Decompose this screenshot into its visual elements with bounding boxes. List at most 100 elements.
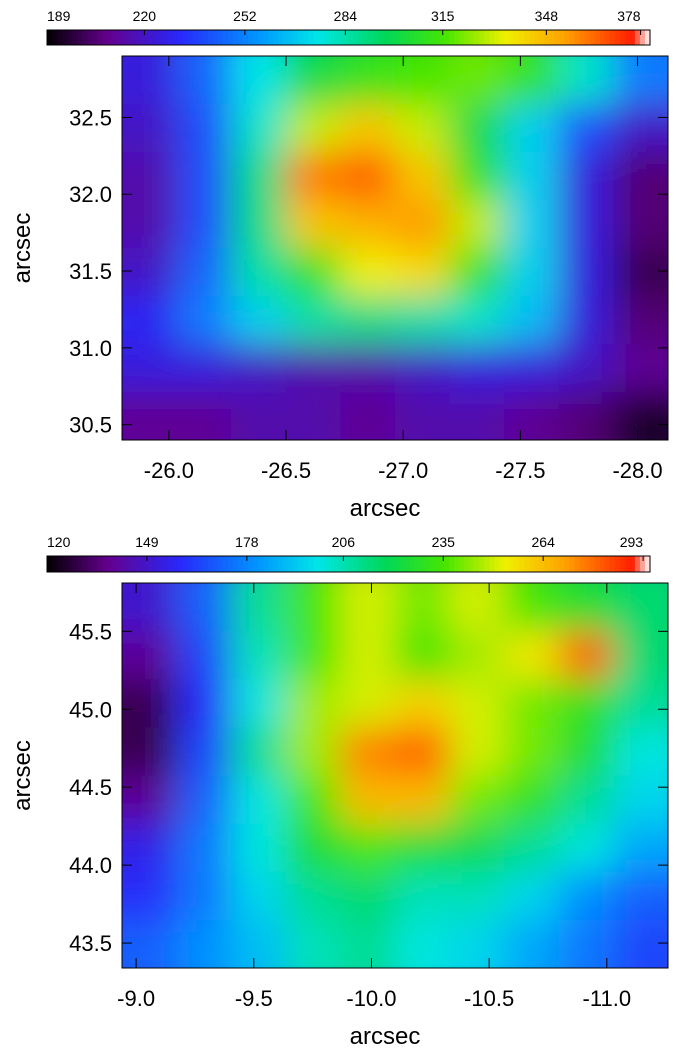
colorbar-swatch [263, 556, 269, 572]
heatmap-cell [122, 152, 178, 201]
colorbar-swatch [62, 30, 68, 45]
colorbar-swatch [403, 556, 410, 572]
colorbar-swatch [348, 556, 355, 572]
colorbar-swatch [358, 556, 365, 572]
heatmap-cell [613, 344, 668, 393]
colorbar-swatch [529, 556, 536, 572]
heatmap-cell [176, 583, 233, 633]
colorbar-tick-label: 149 [135, 534, 159, 550]
heatmap-cell [231, 631, 287, 681]
heatmap-cell [340, 775, 396, 825]
colorbar-swatch [283, 30, 289, 45]
colorbar-swatch [57, 556, 63, 572]
colorbar-tick-label: 252 [233, 8, 257, 24]
colorbar-swatch [549, 556, 556, 572]
y-tick-label: 44.5 [69, 775, 112, 800]
heatmap-cell [176, 631, 233, 681]
colorbar-swatch [443, 30, 450, 45]
heatmap-cell [558, 248, 615, 297]
colorbar-swatch [328, 556, 335, 572]
colorbar-swatch [152, 30, 159, 45]
colorbar-swatch [268, 556, 274, 572]
x-tick-label: -10.0 [346, 986, 396, 1011]
heatmap-cell [558, 871, 615, 921]
colorbar-swatch [197, 30, 204, 45]
colorbar-swatch [609, 556, 616, 572]
colorbar-tick-label: 378 [617, 8, 641, 24]
colorbar-swatch [222, 30, 229, 45]
colorbar-swatch [609, 30, 616, 45]
heatmap-cell [395, 104, 451, 153]
colorbar-swatch [418, 556, 425, 572]
colorbar-swatch [489, 556, 495, 572]
heatmap-cell [122, 727, 178, 777]
colorbar-swatch [479, 556, 485, 572]
heatmap-cell [176, 104, 233, 153]
colorbar-swatch [393, 30, 400, 45]
colorbar-swatch [504, 30, 510, 45]
heatmap-cell [449, 775, 506, 825]
y-tick-label: 31.5 [69, 259, 112, 284]
colorbar-swatch [353, 556, 360, 572]
heatmap-cell [231, 248, 287, 297]
colorbar-swatch [293, 30, 299, 45]
y-tick-label: 32.0 [69, 182, 112, 207]
heatmap-cell [504, 631, 560, 681]
heatmap-cell [176, 775, 233, 825]
colorbar-swatch [539, 30, 546, 45]
colorbar-swatch [293, 556, 299, 572]
colorbar-swatch [619, 556, 626, 572]
heatmap-cell [340, 248, 396, 297]
colorbar-swatch [469, 30, 475, 45]
heatmap-cell [122, 56, 178, 105]
heatmap-cell [231, 392, 287, 440]
colorbar-swatch [383, 556, 390, 572]
colorbar-swatch [217, 30, 224, 45]
colorbar-swatch [323, 30, 329, 45]
colorbar-swatch [594, 556, 601, 572]
colorbar-tick-label: 348 [535, 8, 559, 24]
heatmap-cell [340, 344, 396, 393]
heatmap-cell [504, 296, 560, 345]
heatmap-cell [395, 56, 451, 105]
colorbar-swatch [499, 30, 505, 45]
colorbar-swatch [92, 30, 98, 45]
heatmap-cell [504, 56, 560, 105]
heatmap-cell [122, 296, 178, 345]
heatmap-cell [176, 344, 233, 393]
heatmap-cell [613, 631, 668, 681]
heatmap-cell [122, 631, 178, 681]
colorbar-swatch [157, 556, 164, 572]
heatmap-cell [285, 392, 342, 440]
colorbar-swatch [594, 30, 601, 45]
colorbar-swatch [127, 30, 134, 45]
colorbar-swatch [484, 556, 490, 572]
colorbar-swatch [237, 30, 244, 45]
heatmap-cell [340, 296, 396, 345]
heatmap-cell [558, 152, 615, 201]
colorbar-swatch [459, 30, 465, 45]
heatmap-cell [613, 296, 668, 345]
heatmap-cell [613, 104, 668, 153]
heatmap-cell [613, 871, 668, 921]
plot-frame [121, 55, 669, 441]
colorbar-swatch [639, 30, 646, 45]
colorbar-swatch [449, 556, 455, 572]
heatmap-cell [285, 56, 342, 105]
heatmap-cell [449, 152, 506, 201]
colorbar-swatch [459, 556, 465, 572]
colorbar-swatch [232, 556, 239, 572]
colorbar-swatch [534, 556, 541, 572]
colorbar-swatch [273, 556, 279, 572]
colorbar-swatch [117, 556, 123, 572]
colorbar-swatch [529, 30, 536, 45]
colorbar-swatch [484, 30, 490, 45]
colorbar-swatch [253, 30, 259, 45]
colorbar-swatch [107, 30, 113, 45]
colorbar-swatch [378, 556, 385, 572]
heatmap-cell [558, 823, 615, 873]
colorbar-swatch [177, 30, 184, 45]
heatmap-cell [285, 200, 342, 249]
colorbar-swatch [303, 30, 309, 45]
heatmap-cell [340, 56, 396, 105]
